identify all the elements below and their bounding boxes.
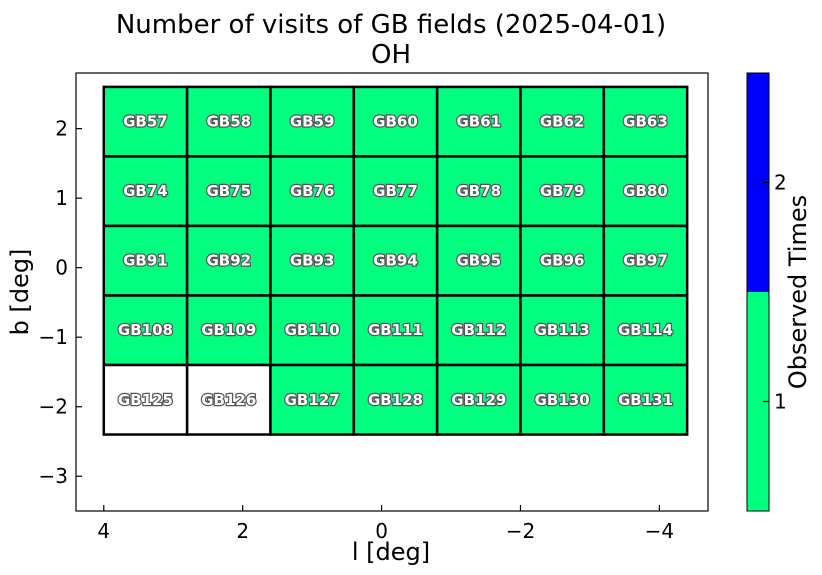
field-label-gb108: GB108: [118, 321, 173, 339]
axes-frame: [75, 72, 709, 512]
field-cell-gb80: [602, 155, 689, 228]
y-tick-label: 2: [55, 117, 68, 141]
field-cell-gb127: [269, 363, 356, 436]
field-cell-gb62: [519, 85, 606, 158]
y-tick-label: −2: [39, 395, 68, 419]
colorbar-segment-1: [747, 292, 769, 511]
field-label-gb97: GB97: [623, 252, 668, 270]
x-tick-label: 2: [236, 519, 249, 543]
field-cell-gb97: [602, 224, 689, 297]
field-label-gb74: GB74: [123, 182, 168, 200]
y-tick-label: −1: [39, 325, 68, 349]
field-grid: GB57 GB58 GB59 GB60 GB61 GB62 GB63 GB74 GB75 GB76…: [102, 85, 689, 436]
colorbar-segment-2: [747, 73, 769, 292]
field-cell-gb76: [269, 155, 356, 228]
field-label-gb112: GB112: [451, 321, 506, 339]
field-label-gb75: GB75: [206, 182, 251, 200]
field-label-gb59: GB59: [290, 113, 335, 131]
field-label-gb77: GB77: [373, 182, 418, 200]
x-tick-label: 0: [375, 519, 388, 543]
x-axis-label: l [deg]: [352, 538, 430, 566]
chart-title: Number of visits of GB fields (2025-04-0…: [116, 10, 666, 40]
field-cell-gb93: [269, 224, 356, 297]
field-label-gb96: GB96: [540, 252, 585, 270]
x-tick-label: 4: [97, 519, 110, 543]
colorbar-tick-label: 1: [774, 390, 787, 414]
field-label-gb57: GB57: [123, 113, 168, 131]
field-label-gb76: GB76: [290, 182, 335, 200]
field-label-gb114: GB114: [618, 321, 673, 339]
field-label-gb110: GB110: [285, 321, 340, 339]
field-label-gb131: GB131: [618, 391, 673, 409]
field-cell-gb125: [102, 363, 189, 436]
field-cell-gb108: [102, 294, 189, 367]
field-label-gb129: GB129: [451, 391, 506, 409]
chart-subtitle: OH: [371, 40, 411, 70]
field-label-gb80: GB80: [623, 182, 668, 200]
field-cell-gb130: [519, 363, 606, 436]
field-cell-gb109: [185, 294, 272, 367]
field-label-gb127: GB127: [285, 391, 340, 409]
field-label-gb58: GB58: [206, 113, 251, 131]
field-label-gb63: GB63: [623, 113, 668, 131]
field-cell-gb58: [185, 85, 272, 158]
field-label-gb78: GB78: [457, 182, 502, 200]
y-axis-label: b [deg]: [6, 249, 34, 336]
field-label-gb113: GB113: [535, 321, 590, 339]
colorbar-label: Observed Times: [784, 195, 812, 389]
field-label-gb79: GB79: [540, 182, 585, 200]
field-label-gb95: GB95: [457, 252, 502, 270]
field-label-gb109: GB109: [201, 321, 256, 339]
colorbar: 12: [746, 72, 787, 512]
field-cell-gb74: [102, 155, 189, 228]
colorbar-tick-label: 2: [774, 171, 787, 195]
field-label-gb92: GB92: [206, 252, 251, 270]
field-cell-gb92: [185, 224, 272, 297]
field-label-gb62: GB62: [540, 113, 585, 131]
field-cell-gb57: [102, 85, 189, 158]
field-label-gb61: GB61: [457, 113, 502, 131]
x-tick-label: −2: [506, 519, 535, 543]
field-label-gb91: GB91: [123, 252, 168, 270]
field-cell-gb113: [519, 294, 606, 367]
colorbar-frame: [746, 72, 770, 512]
field-label-gb111: GB111: [368, 321, 423, 339]
x-tick-label: −4: [645, 519, 674, 543]
field-label-gb125: GB125: [118, 391, 173, 409]
y-axis-ticks: 2 1 0 −1 −2 −3: [39, 117, 82, 488]
field-cell-gb131: [602, 363, 689, 436]
field-label-gb94: GB94: [373, 252, 418, 270]
field-label-gb93: GB93: [290, 252, 335, 270]
y-tick-label: 0: [55, 256, 68, 280]
field-cell-gb78: [435, 155, 522, 228]
y-tick-label: −3: [39, 464, 68, 488]
field-cell-gb96: [519, 224, 606, 297]
field-label-gb126: GB126: [201, 391, 256, 409]
field-label-gb60: GB60: [373, 113, 418, 131]
y-tick-label: 1: [55, 186, 68, 210]
field-label-gb130: GB130: [535, 391, 590, 409]
field-label-gb128: GB128: [368, 391, 423, 409]
x-axis-ticks: 4 2 0 −2 −4: [97, 505, 674, 543]
field-cell-gb95: [435, 224, 522, 297]
